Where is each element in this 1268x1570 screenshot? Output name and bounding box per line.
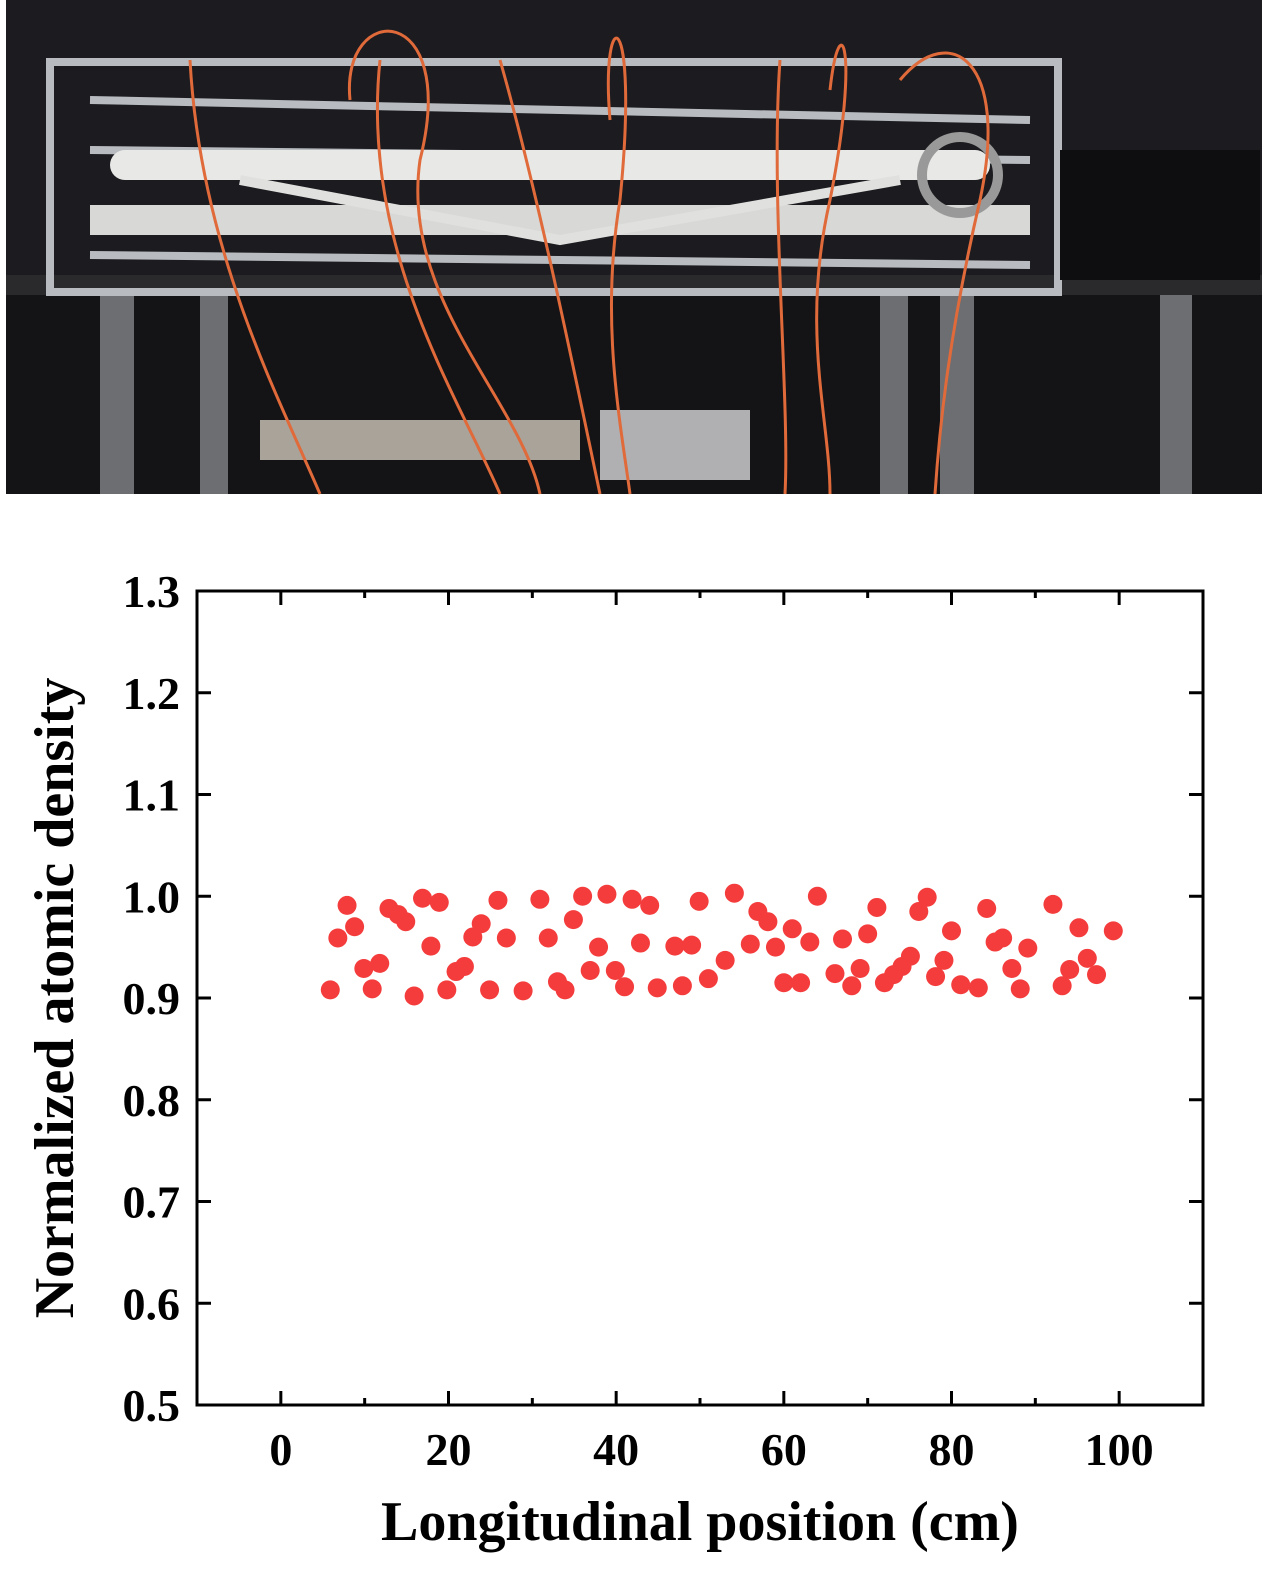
point [622,889,642,909]
point [800,932,820,952]
point [926,967,946,987]
point [1052,976,1072,996]
y-tick-label: 0.7 [123,1177,181,1228]
point [1018,938,1038,958]
point [454,956,474,976]
point [615,977,635,997]
point [345,917,365,937]
photo [6,0,1262,495]
point [825,964,845,984]
point [370,953,390,973]
point [630,933,650,953]
point [833,929,853,949]
point [1010,979,1030,999]
point [917,887,937,907]
point [909,902,929,922]
x-tick-label: 80 [929,1424,975,1475]
y-tick-label: 0.5 [123,1380,181,1431]
point [758,912,778,932]
y-tick-label: 0.6 [123,1278,181,1329]
point [1069,918,1089,938]
point [850,958,870,978]
point [942,921,961,941]
point [1077,948,1097,968]
point [597,884,617,904]
point [951,975,971,995]
point [337,895,357,915]
point [1103,921,1123,941]
point [589,937,609,957]
x-tick-label: 100 [1085,1424,1154,1475]
point [471,914,491,934]
point [328,928,348,948]
point [1043,894,1063,914]
point [404,986,424,1006]
point [682,935,702,955]
point [858,924,878,944]
point [538,928,558,948]
point [421,936,441,956]
point [354,958,374,978]
point [993,928,1013,948]
point [1002,958,1022,978]
y-tick-label: 0.8 [123,1075,181,1126]
y-tick-label: 0.9 [123,973,181,1024]
point [480,980,500,1000]
point [320,980,340,1000]
point [698,969,718,989]
point [563,910,583,930]
point [413,888,433,908]
x-tick-label: 20 [426,1424,472,1475]
y-tick-label: 1.2 [123,668,181,719]
point [724,883,744,903]
point [765,937,785,957]
point [513,981,533,1001]
point [1060,960,1080,980]
y-tick-label: 1.0 [123,871,181,922]
point [573,886,593,906]
point [774,973,794,993]
point [782,919,802,939]
point [1087,965,1107,985]
point [968,978,988,998]
plot-frame [195,589,1205,1407]
point [555,980,575,1000]
plot [195,589,1205,1407]
point [647,978,667,998]
y-tick-label: 1.3 [123,566,181,617]
point [807,886,827,906]
point [496,928,516,948]
point [672,976,692,996]
point [530,889,550,909]
point [396,912,416,932]
point [715,950,735,970]
point [640,895,660,915]
point [437,980,457,1000]
point [740,934,760,954]
point [362,979,382,999]
point [900,946,920,966]
point [605,961,625,981]
y-tick-label: 1.1 [123,770,181,821]
y-axis-title: Normalized atomic density [24,678,86,1319]
point [429,892,449,912]
x-tick-label: 40 [593,1424,639,1475]
point [665,936,685,956]
point [977,898,997,918]
point [867,897,887,917]
point [934,950,954,970]
x-axis-title: Longitudinal position (cm) [381,1491,1019,1553]
point [488,890,508,910]
x-tick-label: 0 [269,1424,292,1475]
point [580,961,600,981]
point [689,891,709,911]
point [791,973,811,993]
x-tick-label: 60 [761,1424,807,1475]
point [842,976,862,996]
